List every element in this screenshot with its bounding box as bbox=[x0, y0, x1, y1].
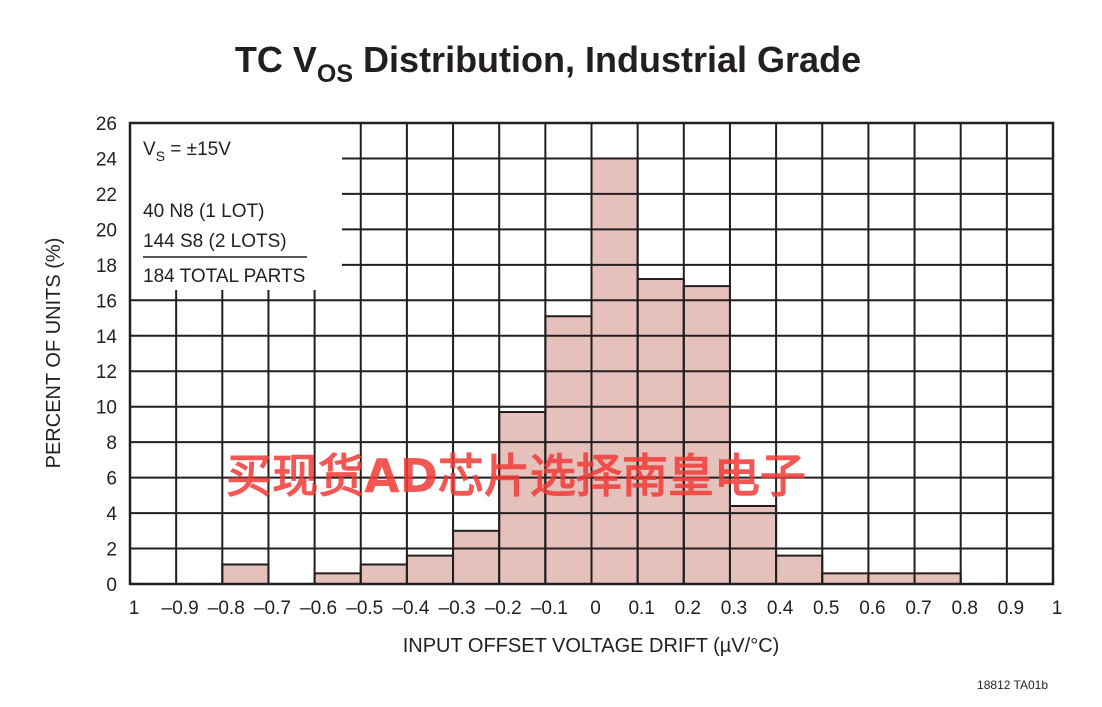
histogram-bar bbox=[359, 563, 408, 585]
y-tick-label: 24 bbox=[96, 149, 118, 170]
x-tick-label: 1 bbox=[129, 598, 140, 619]
y-tick-label: 14 bbox=[96, 327, 118, 348]
y-axis-label: PERCENT OF UNITS (%) bbox=[43, 238, 65, 469]
x-tick-labels: 1 –0.9 –0.8 –0.7 –0.6 –0.5 –0.4 –0.3 –0.2 –0.1 0 0.… bbox=[129, 598, 1063, 619]
x-tick-label: 0.6 bbox=[859, 598, 885, 619]
x-tick-label: 0.1 bbox=[628, 598, 654, 619]
y-tick-label: 10 bbox=[96, 398, 117, 419]
x-tick-label: 0.9 bbox=[998, 598, 1024, 619]
histogram-bar bbox=[313, 572, 362, 585]
x-tick-label: –0.8 bbox=[208, 598, 245, 619]
note-line-s8: 144 S8 (2 LOTS) bbox=[143, 231, 287, 252]
y-tick-label: 12 bbox=[96, 362, 117, 383]
histogram-bar bbox=[221, 563, 270, 585]
x-tick-label: –0.7 bbox=[254, 598, 291, 619]
histogram-bar bbox=[636, 278, 685, 585]
chart-title-subscript: OS bbox=[317, 60, 353, 88]
chart-title-prefix: TC V bbox=[235, 39, 317, 80]
x-tick-label: –0.3 bbox=[439, 598, 476, 619]
figure-code: 18812 TA01b bbox=[977, 678, 1048, 692]
y-tick-label: 8 bbox=[106, 433, 117, 454]
supply-voltage-note: VS = ±15V bbox=[143, 139, 231, 164]
x-tick-label: 0.5 bbox=[813, 598, 839, 619]
grid-layer bbox=[130, 123, 1053, 584]
y-tick-label: 26 bbox=[96, 114, 117, 135]
x-tick-label: 0.4 bbox=[767, 598, 794, 619]
note-line-n8: 40 N8 (1 LOT) bbox=[143, 201, 264, 222]
x-tick-label: –0.1 bbox=[531, 598, 568, 619]
x-tick-label: –0.2 bbox=[485, 598, 522, 619]
x-tick-label: –0.5 bbox=[346, 598, 383, 619]
histogram-bar bbox=[913, 572, 962, 585]
histogram-bar bbox=[775, 554, 824, 586]
y-tick-label: 0 bbox=[106, 575, 117, 596]
y-tick-label: 16 bbox=[96, 291, 117, 312]
x-tick-label: –0.6 bbox=[300, 598, 337, 619]
x-tick-label: –0.9 bbox=[162, 598, 199, 619]
y-tick-label: 2 bbox=[106, 540, 117, 561]
x-tick-label: 0 bbox=[590, 598, 601, 619]
histogram-bar bbox=[498, 411, 547, 585]
histogram-bar bbox=[821, 572, 870, 585]
notes-box bbox=[130, 123, 342, 290]
note-line-total: 184 TOTAL PARTS bbox=[143, 266, 305, 287]
histogram-bar bbox=[452, 529, 501, 585]
x-tick-label: 0.3 bbox=[721, 598, 747, 619]
plot-frame bbox=[128, 121, 1055, 586]
histogram-bar bbox=[405, 554, 455, 586]
x-tick-label: 0.2 bbox=[675, 598, 701, 619]
x-tick-label: 0.7 bbox=[905, 598, 931, 619]
x-tick-label: 0.8 bbox=[951, 598, 977, 619]
chart-title: TC VOS Distribution, Industrial Grade bbox=[235, 39, 861, 88]
supply-voltage-subscript: S bbox=[156, 148, 165, 164]
x-axis-label: INPUT OFFSET VOLTAGE DRIFT (µV/°C) bbox=[403, 635, 780, 657]
histogram-bar bbox=[682, 285, 731, 585]
watermark-text: 买现货AD芯片选择南皇电子 bbox=[226, 449, 806, 503]
y-tick-label: 4 bbox=[106, 504, 117, 525]
supply-voltage-suffix: = ±15V bbox=[165, 139, 231, 160]
x-tick-label: 1 bbox=[1052, 598, 1063, 619]
y-tick-label: 6 bbox=[106, 469, 117, 490]
chart-title-suffix: Distribution, Industrial Grade bbox=[353, 39, 861, 80]
y-tick-label: 20 bbox=[96, 220, 117, 241]
y-tick-label: 22 bbox=[96, 185, 117, 206]
y-tick-label: 18 bbox=[96, 256, 117, 277]
histogram-bar bbox=[867, 572, 916, 585]
x-tick-label: –0.4 bbox=[392, 598, 429, 619]
supply-voltage-prefix: V bbox=[143, 139, 156, 160]
histogram-bar bbox=[728, 504, 778, 585]
